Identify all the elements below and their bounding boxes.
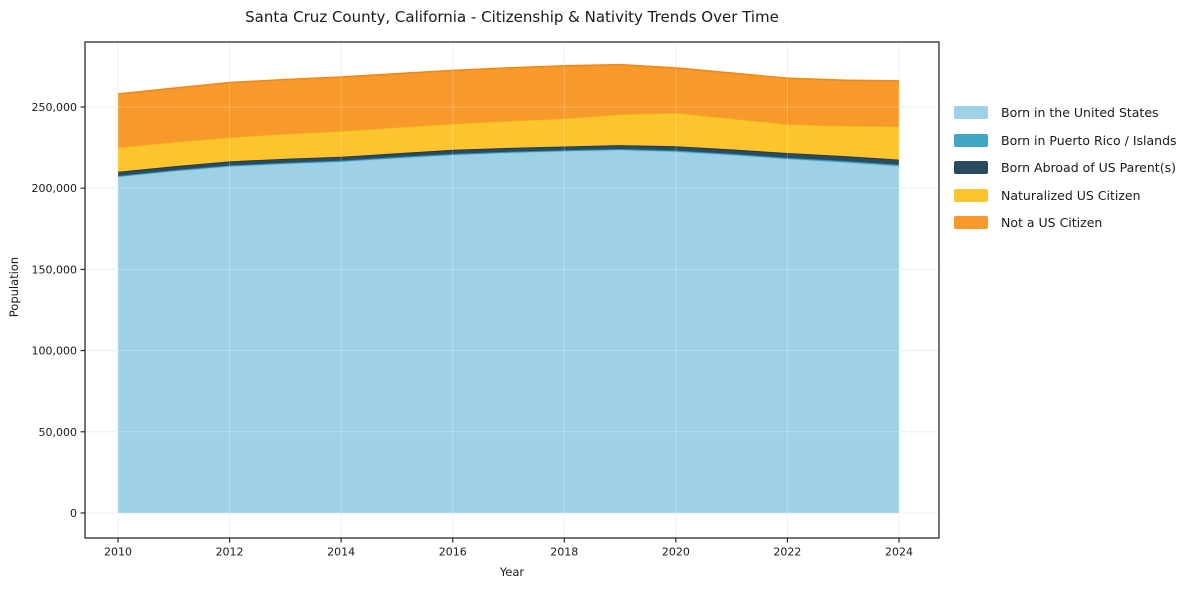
svg-text:2024: 2024	[885, 546, 913, 559]
svg-text:250,000: 250,000	[32, 101, 78, 114]
legend-swatch-born-abroad	[954, 161, 988, 175]
chart-title: Santa Cruz County, California - Citizens…	[245, 8, 779, 26]
svg-text:2016: 2016	[439, 546, 467, 559]
svg-text:2014: 2014	[327, 546, 355, 559]
x-axis-label: Year	[499, 565, 525, 579]
legend-label: Born in Puerto Rico / Islands	[1001, 132, 1177, 148]
legend-item: Naturalized US Citizen	[954, 182, 1177, 210]
legend-label: Born Abroad of US Parent(s)	[1001, 160, 1176, 176]
svg-text:2020: 2020	[662, 546, 690, 559]
legend-item: Born in Puerto Rico / Islands	[954, 127, 1177, 155]
legend-label: Born in the United States	[1001, 105, 1159, 121]
svg-text:2018: 2018	[550, 546, 578, 559]
svg-text:0: 0	[70, 507, 77, 520]
svg-text:200,000: 200,000	[32, 182, 78, 195]
svg-text:2010: 2010	[104, 546, 132, 559]
svg-text:100,000: 100,000	[32, 345, 78, 358]
svg-text:50,000: 50,000	[39, 426, 78, 439]
chart-legend: Born in the United States Born in Puerto…	[954, 99, 1177, 237]
legend-swatch-born-us	[954, 106, 988, 120]
svg-text:150,000: 150,000	[32, 263, 78, 276]
legend-swatch-naturalized	[954, 188, 988, 202]
y-axis-label: Population	[7, 256, 21, 318]
legend-item: Born Abroad of US Parent(s)	[954, 154, 1177, 182]
legend-item: Not a US Citizen	[954, 209, 1177, 237]
svg-text:2012: 2012	[216, 546, 244, 559]
legend-label: Naturalized US Citizen	[1001, 187, 1141, 203]
legend-label: Not a US Citizen	[1001, 215, 1103, 231]
legend-swatch-puerto-rico	[954, 133, 988, 147]
legend-swatch-not-citizen	[954, 216, 988, 230]
legend-item: Born in the United States	[954, 99, 1177, 127]
svg-text:2022: 2022	[773, 546, 801, 559]
